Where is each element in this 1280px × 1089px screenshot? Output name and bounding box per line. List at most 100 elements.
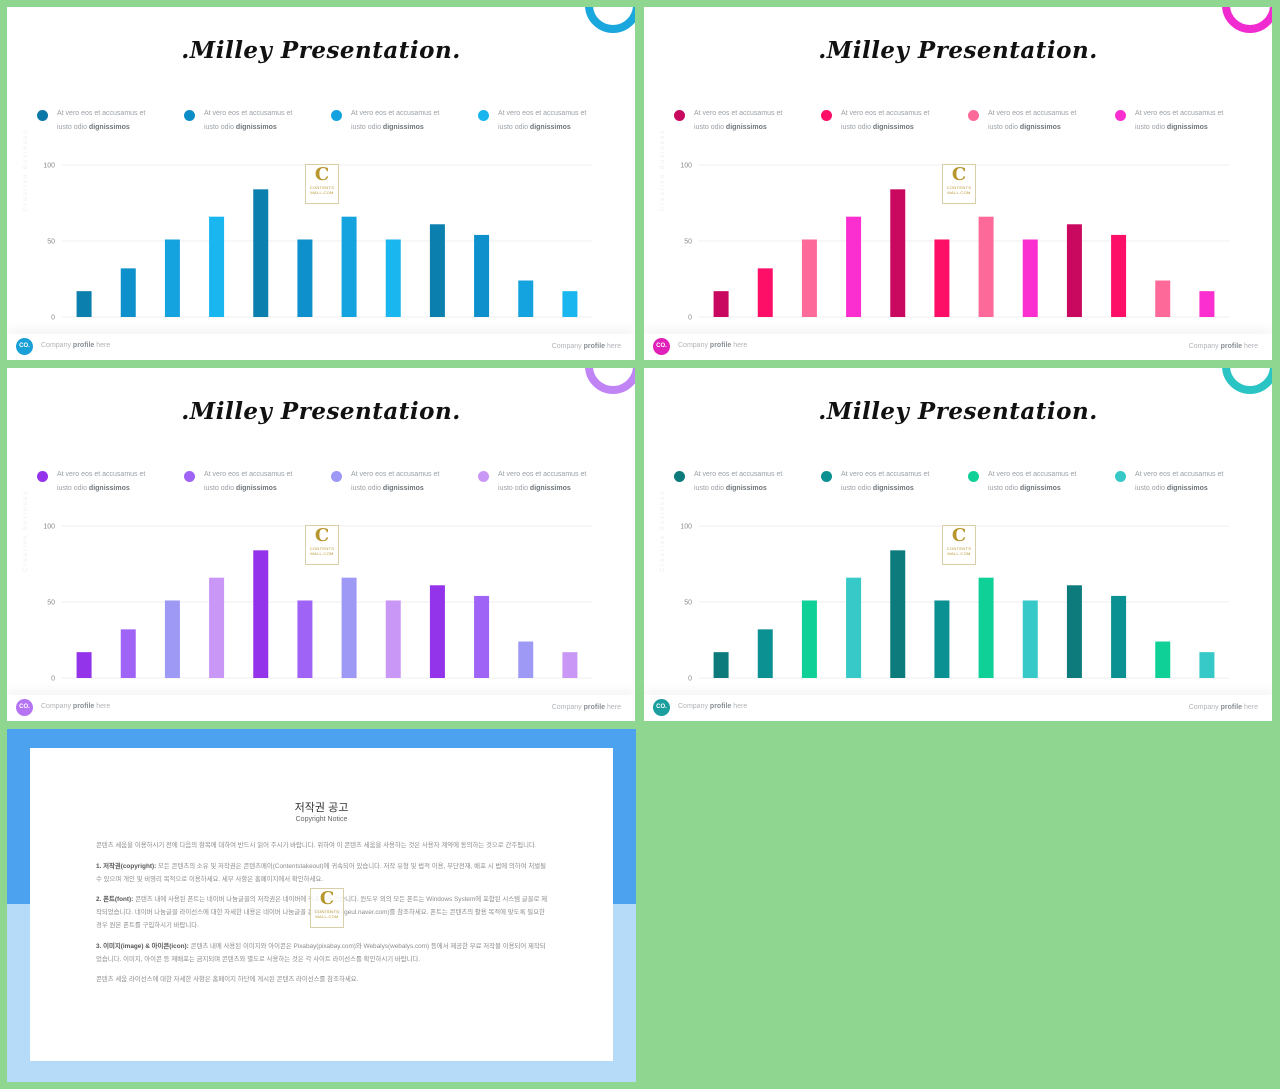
slide-title: .Milley Presentation. <box>818 398 1098 425</box>
legend-text: At vero eos et accusamus et iusto odio di… <box>988 107 1076 135</box>
legend-text: At vero eos et accusamus et iusto odio di… <box>841 468 929 496</box>
chart-bar <box>76 291 92 317</box>
footer-left-suffix: here <box>733 342 748 349</box>
chart-legend: At vero eos et accusamus et iusto odio di… <box>674 107 1242 139</box>
copyright-item-1: 1. 저작권(copyright): 모든 콘텐츠의 소유 및 저작권은 콘텐츠… <box>96 861 551 887</box>
legend-line2-prefix: iusto odio <box>351 124 381 131</box>
chart-bar <box>801 239 817 317</box>
legend-text: At vero eos et accusamus et iusto odio di… <box>204 468 292 496</box>
chart-bar <box>890 550 906 678</box>
chart-bar <box>209 216 225 317</box>
y-tick-label: 50 <box>47 239 55 246</box>
legend-line2-prefix: iusto odio <box>988 124 1018 131</box>
footer-right-text: Company profile here <box>552 343 621 350</box>
legend-line1: At vero eos et accusamus et <box>841 471 930 478</box>
legend-line2-bold: dignissimos <box>88 124 130 131</box>
company-logo: CO. <box>653 699 670 716</box>
watermark-logo: C CONTENTS MALL.COM <box>942 525 976 565</box>
y-tick-label: 0 <box>688 676 692 683</box>
slide-title: .Milley Presentation. <box>818 37 1098 64</box>
legend-text: At vero eos et accusamus et iusto odio di… <box>988 468 1076 496</box>
legend-line2-prefix: iusto odio <box>204 485 234 492</box>
legend-line2-bold: dignissimos <box>725 485 767 492</box>
legend-dot-icon <box>968 110 979 121</box>
legend-dot-icon <box>674 471 685 482</box>
chart-bar <box>1199 652 1215 678</box>
footer-left-bold: profile <box>72 342 95 349</box>
chart-bar <box>341 216 357 317</box>
chart-bar <box>474 234 490 317</box>
legend-text: At vero eos et accusamus et iusto odio di… <box>204 107 292 135</box>
chart-legend: At vero eos et accusamus et iusto odio di… <box>37 468 605 500</box>
chart-slide: Creative Business .Milley Presentation. At… <box>7 368 635 721</box>
legend-line1: At vero eos et accusamus et <box>988 110 1077 117</box>
watermark-logo: C CONTENTS MALL.COM <box>305 164 339 204</box>
chart-bar <box>1111 234 1127 317</box>
copyright-item-3-label: 3. 이미지(image) & 아이콘(icon): <box>96 942 189 950</box>
legend-dot-icon <box>331 110 342 121</box>
legend-dot-icon <box>478 110 489 121</box>
footer-right-suffix: here <box>606 704 621 711</box>
watermark-letter: C <box>314 525 330 546</box>
chart-bar <box>209 577 225 678</box>
chart-bar <box>429 224 445 317</box>
chart-bar <box>385 600 401 678</box>
chart-slide: Creative Business .Milley Presentation. At… <box>644 7 1272 360</box>
watermark-letter: C <box>951 525 967 546</box>
chart-bar <box>934 600 950 678</box>
slide-footer: CO. Company profile here Company profile h… <box>644 334 1272 360</box>
slide-title: .Milley Presentation. <box>181 37 461 64</box>
legend-line1: At vero eos et accusamus et <box>57 471 146 478</box>
chart-slide: Creative Business .Milley Presentation. At… <box>644 368 1272 721</box>
chart-bar <box>1066 224 1082 317</box>
chart-bar <box>978 216 994 317</box>
footer-right-bold: profile <box>583 704 606 711</box>
footer-right-prefix: Company <box>1188 704 1219 711</box>
legend-line2-bold: dignissimos <box>725 124 767 131</box>
footer-left-bold: profile <box>709 703 732 710</box>
legend-line1: At vero eos et accusamus et <box>841 110 930 117</box>
chart-bar <box>518 280 534 317</box>
slide-footer: CO. Company profile here Company profile h… <box>7 695 635 721</box>
legend-line2-bold: dignissimos <box>872 485 914 492</box>
legend-line1: At vero eos et accusamus et <box>351 471 440 478</box>
chart-bar <box>713 291 729 317</box>
legend-text: At vero eos et accusamus et iusto odio di… <box>498 468 586 496</box>
copyright-card: 저작권 공고 Copyright Notice 콘텐츠 세움을 이용하시기 전에… <box>30 748 613 1061</box>
legend-line2-prefix: iusto odio <box>841 485 871 492</box>
footer-right-prefix: Company <box>1188 343 1219 350</box>
chart-bar <box>120 268 136 317</box>
footer-right-bold: profile <box>1220 704 1243 711</box>
legend-line2-prefix: iusto odio <box>1135 124 1165 131</box>
chart-bar <box>297 600 313 678</box>
legend-line2-prefix: iusto odio <box>694 485 724 492</box>
watermark-line1: CONTENTS <box>946 185 972 190</box>
footer-left-suffix: here <box>96 342 111 349</box>
legend-text: At vero eos et accusamus et iusto odio di… <box>57 468 145 496</box>
corner-ring-decoration <box>585 368 635 394</box>
corner-ring-decoration <box>585 7 635 33</box>
copyright-outro: 콘텐츠 세움 라이선스에 대한 자세한 사항은 홈페이지 하단에 게시된 콘텐츠… <box>96 976 359 984</box>
legend-line1: At vero eos et accusamus et <box>694 110 783 117</box>
y-tick-label: 0 <box>51 676 55 683</box>
chart-bar <box>297 239 313 317</box>
legend-line2-prefix: iusto odio <box>694 124 724 131</box>
slide-footer: CO. Company profile here Company profile h… <box>7 334 635 360</box>
chart-legend: At vero eos et accusamus et iusto odio di… <box>674 468 1242 500</box>
legend-dot-icon <box>821 110 832 121</box>
watermark-letter: C <box>951 164 967 185</box>
chart-legend: At vero eos et accusamus et iusto odio di… <box>37 107 605 139</box>
chart-bar <box>120 629 136 678</box>
chart-bar <box>429 585 445 678</box>
chart-bar <box>164 239 180 317</box>
bar-chart: 0 50 100 <box>680 524 1229 683</box>
copyright-item-3: 3. 이미지(image) & 아이콘(icon): 콘텐츠 내에 사용된 이미… <box>96 941 551 967</box>
footer-left-prefix: Company <box>41 703 71 710</box>
legend-line2-prefix: iusto odio <box>57 124 87 131</box>
copyright-item-1-text: 모든 콘텐츠의 소유 및 저작권은 콘텐츠메이(Contentstakeout)… <box>96 862 546 883</box>
legend-text: At vero eos et accusamus et iusto odio di… <box>351 107 439 135</box>
watermark-letter: C <box>314 164 330 185</box>
y-tick-label: 50 <box>684 600 692 607</box>
legend-line2-bold: dignissimos <box>1166 485 1208 492</box>
chart-slide: Creative Business .Milley Presentation. At… <box>7 7 635 360</box>
